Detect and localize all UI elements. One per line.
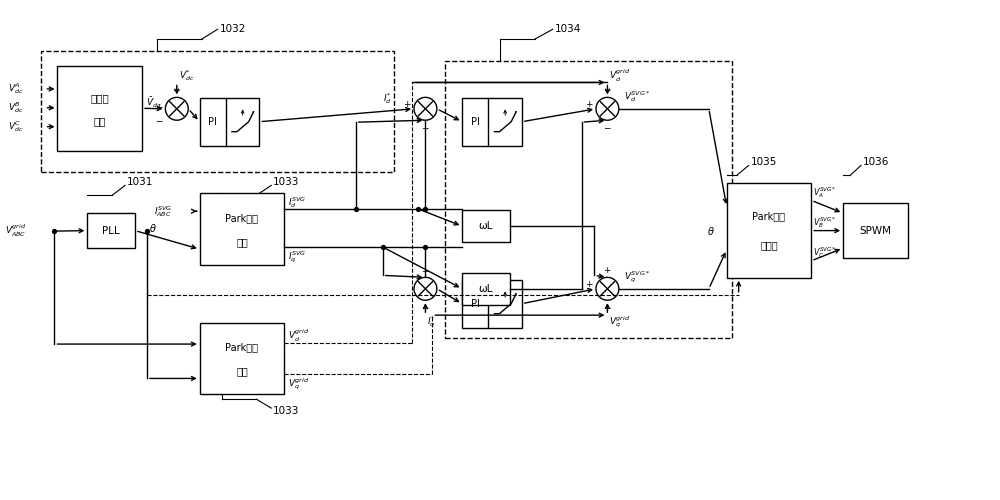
- Text: $\theta$: $\theta$: [707, 224, 715, 236]
- Text: −: −: [421, 266, 428, 275]
- Text: $V_{dc}^{*}$: $V_{dc}^{*}$: [179, 68, 194, 83]
- Text: $V_{dc}^{A}$: $V_{dc}^{A}$: [8, 82, 23, 96]
- Bar: [843, 204, 908, 258]
- Bar: [41, 51, 394, 172]
- Text: +: +: [172, 86, 180, 95]
- Text: $\bar{V}_{dc}$: $\bar{V}_{dc}$: [146, 95, 162, 110]
- Bar: [200, 194, 284, 265]
- Circle shape: [414, 98, 437, 120]
- Text: +: +: [603, 304, 610, 312]
- Text: $V_{dc}^{C}$: $V_{dc}^{C}$: [8, 119, 23, 134]
- Text: 1036: 1036: [863, 158, 889, 168]
- Text: SPWM: SPWM: [859, 226, 891, 235]
- Text: 计算: 计算: [93, 116, 106, 126]
- Text: PI: PI: [471, 298, 480, 308]
- Text: Park逆变: Park逆变: [752, 212, 785, 222]
- Text: PLL: PLL: [102, 226, 120, 235]
- Text: 1033: 1033: [273, 406, 300, 416]
- Bar: [462, 273, 510, 304]
- Text: +: +: [421, 304, 428, 312]
- Text: $V_C^{SVG*}$: $V_C^{SVG*}$: [813, 246, 837, 260]
- Bar: [200, 322, 284, 394]
- Text: $V_q^{grid}$: $V_q^{grid}$: [609, 314, 631, 330]
- Text: Park变换: Park变换: [225, 342, 258, 352]
- Bar: [462, 98, 522, 146]
- Text: $V_A^{SVG*}$: $V_A^{SVG*}$: [813, 185, 837, 200]
- Text: $I_q^{*}$: $I_q^{*}$: [427, 314, 436, 330]
- Text: $V_d^{grid}$: $V_d^{grid}$: [288, 328, 309, 344]
- Bar: [462, 210, 510, 242]
- Text: +: +: [603, 86, 610, 95]
- Circle shape: [165, 98, 188, 120]
- Text: ωL: ωL: [479, 284, 493, 294]
- Text: +: +: [585, 100, 593, 110]
- Text: 1034: 1034: [555, 24, 581, 34]
- Text: 1032: 1032: [220, 24, 246, 34]
- Text: $\theta$: $\theta$: [149, 222, 157, 234]
- Text: PI: PI: [208, 116, 217, 126]
- Bar: [57, 66, 142, 150]
- Text: $V_B^{SVG*}$: $V_B^{SVG*}$: [813, 215, 837, 230]
- Text: 1033: 1033: [273, 178, 300, 188]
- Text: Park变换: Park变换: [225, 214, 258, 224]
- Text: ωL: ωL: [479, 221, 493, 231]
- Text: 模块: 模块: [236, 237, 248, 247]
- Text: −: −: [421, 124, 428, 132]
- Circle shape: [414, 278, 437, 300]
- Text: $V_{dc}^{B}$: $V_{dc}^{B}$: [8, 100, 23, 116]
- Text: $I_q^{SVG}$: $I_q^{SVG}$: [288, 249, 306, 264]
- Text: $V_{ABC}^{grid}$: $V_{ABC}^{grid}$: [5, 223, 26, 240]
- Text: −: −: [155, 116, 162, 125]
- Circle shape: [596, 98, 619, 120]
- Text: 1035: 1035: [751, 158, 777, 168]
- Text: PI: PI: [471, 116, 480, 126]
- Text: +: +: [585, 280, 593, 289]
- Text: $I_{ABC}^{SVG}$: $I_{ABC}^{SVG}$: [154, 204, 172, 218]
- Text: $V_q^{SVG*}$: $V_q^{SVG*}$: [624, 269, 650, 284]
- Bar: [445, 61, 732, 338]
- Bar: [200, 98, 259, 146]
- Text: +: +: [403, 100, 411, 110]
- Text: 换模块: 换模块: [760, 240, 778, 250]
- Text: $I_d^{SVG}$: $I_d^{SVG}$: [288, 194, 306, 210]
- Text: +: +: [603, 266, 610, 275]
- Text: $V_q^{grid}$: $V_q^{grid}$: [288, 376, 309, 392]
- Text: +: +: [155, 104, 162, 112]
- Text: $V_d^{grid}$: $V_d^{grid}$: [609, 68, 631, 84]
- Text: $V_d^{SVG*}$: $V_d^{SVG*}$: [624, 90, 650, 104]
- Bar: [87, 213, 135, 248]
- Text: 模块: 模块: [236, 366, 248, 376]
- Text: 平均值: 平均值: [90, 93, 109, 103]
- Circle shape: [596, 278, 619, 300]
- Text: $I_d^{*}$: $I_d^{*}$: [383, 92, 392, 106]
- Text: −: −: [603, 124, 610, 132]
- Bar: [727, 184, 811, 278]
- Bar: [462, 280, 522, 328]
- Text: 1031: 1031: [127, 178, 153, 188]
